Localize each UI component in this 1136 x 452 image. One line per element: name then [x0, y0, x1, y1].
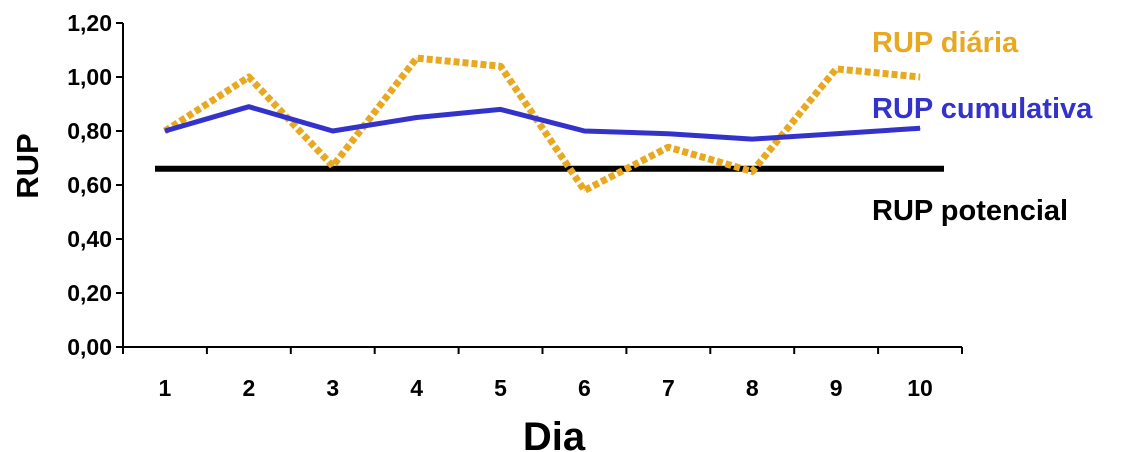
series-layer [155, 54, 944, 194]
series-label-rup-diaria: RUP diária [872, 27, 1019, 59]
data-point-rup-diaria [667, 146, 669, 148]
y-tick-label: 1,20 [67, 10, 112, 36]
data-point-rup-cumulativa [919, 127, 921, 129]
data-point-rup-potencial [583, 168, 585, 170]
x-tick-label: 1 [159, 375, 172, 401]
y-tick-label: 0,00 [67, 334, 112, 360]
data-point-rup-diaria [751, 171, 753, 172]
x-axis-title: Dia [523, 415, 586, 452]
data-point-rup-cumulativa [416, 117, 418, 118]
data-point-rup-diaria [332, 165, 334, 167]
x-tick-label: 9 [830, 375, 843, 401]
x-tick-label: 10 [907, 375, 933, 401]
data-point-rup-diaria [835, 68, 837, 70]
data-point-rup-diaria [416, 57, 418, 59]
x-tick-label: 2 [242, 375, 255, 401]
y-tick-label: 1,00 [67, 64, 112, 90]
series-line-rup-diaria [163, 54, 921, 194]
data-point-rup-potencial [835, 168, 837, 170]
data-point-rup-potencial [332, 168, 334, 170]
series-line-rup-cumulativa [164, 104, 921, 142]
series-label-rup-potencial: RUP potencial [872, 195, 1068, 227]
data-point-rup-cumulativa [667, 133, 669, 135]
y-axis-ticks: 0,00 0,20 0,40 0,60 0,80 1,00 1,20 [67, 10, 123, 360]
x-tick-label: 5 [494, 375, 507, 401]
data-point-rup-diaria [248, 76, 250, 78]
data-point-rup-potencial [248, 168, 250, 170]
data-point-rup-cumulativa [835, 133, 837, 135]
data-point-rup-cumulativa [164, 130, 166, 132]
data-point-rup-potencial [416, 168, 418, 170]
y-tick-label: 0,80 [67, 118, 112, 144]
data-point-rup-potencial [164, 168, 166, 170]
y-tick-label: 0,20 [67, 280, 112, 306]
x-tick-label: 7 [662, 375, 675, 401]
data-point-rup-potencial [500, 168, 502, 170]
x-tick-label: 3 [326, 375, 339, 401]
data-point-rup-diaria [583, 189, 585, 191]
data-point-rup-cumulativa [583, 130, 585, 132]
x-axis-ticks: 1 2 3 4 5 6 7 8 9 10 [122, 347, 963, 401]
data-point-rup-cumulativa [248, 106, 250, 108]
data-point-rup-diaria [919, 76, 921, 78]
data-point-rup-cumulativa [500, 108, 502, 110]
y-tick-label: 0,60 [67, 172, 112, 198]
data-point-rup-potencial [919, 168, 921, 170]
data-point-rup-cumulativa [751, 138, 753, 140]
data-point-rup-diaria [500, 65, 502, 67]
y-axis-title: RUP [10, 133, 45, 198]
data-point-rup-cumulativa [332, 130, 334, 132]
x-tick-label: 6 [578, 375, 591, 401]
x-tick-label: 8 [746, 375, 759, 401]
series-label-rup-cumulativa: RUP cumulativa [872, 93, 1093, 125]
y-tick-label: 0,40 [67, 226, 112, 252]
x-tick-label: 4 [410, 375, 423, 401]
data-point-rup-potencial [667, 168, 669, 170]
